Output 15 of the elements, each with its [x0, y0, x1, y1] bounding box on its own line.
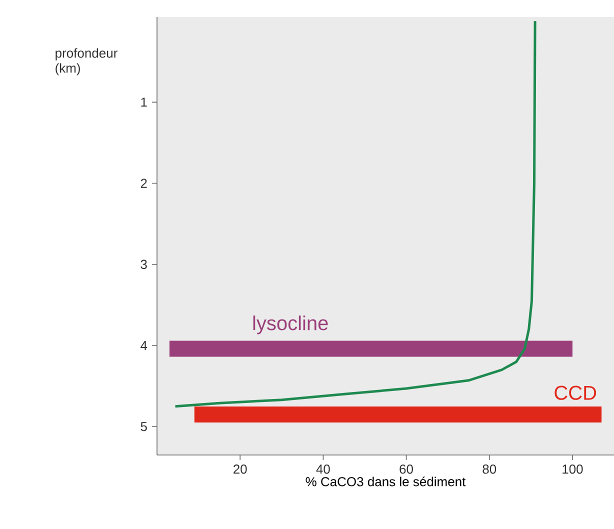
x-tick-label: 20	[234, 464, 247, 474]
x-tick-label: 100	[562, 464, 583, 474]
x-axis-title: % CaCO3 dans le sédiment	[306, 476, 466, 486]
line-series	[174, 20, 536, 408]
x-tick-label: 80	[482, 464, 496, 474]
y-tick-label: 5	[140, 422, 147, 432]
series-label: CCD	[554, 386, 596, 400]
y-axis-title: profondeur (km)	[56, 48, 118, 76]
x-tick-label: 60	[400, 464, 413, 474]
y-tick-label: 1	[141, 98, 147, 107]
series-label: lysocline	[253, 316, 328, 334]
y-tick-label: 3	[140, 260, 147, 269]
x-tick-label: 40	[316, 464, 330, 474]
y-tick-label: 2	[140, 178, 147, 188]
y-tick-label: 4	[140, 341, 148, 350]
